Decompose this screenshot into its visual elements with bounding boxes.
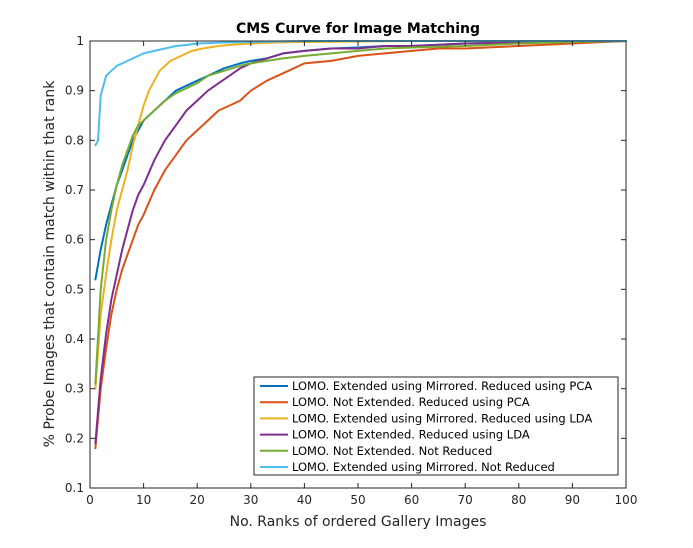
x-tick-label: 100 bbox=[615, 493, 638, 507]
x-tick-label: 60 bbox=[404, 493, 419, 507]
series-line-2 bbox=[94, 40, 627, 450]
legend-label-5: LOMO. Not Extended. Not Reduced bbox=[292, 444, 492, 458]
legend-label-6: LOMO. Extended using Mirrored. Not Reduc… bbox=[292, 460, 555, 474]
y-tick-label: 0.4 bbox=[65, 332, 84, 346]
chart-title: CMS Curve for Image Matching bbox=[236, 21, 480, 37]
x-axis: 0 10 20 30 40 50 60 70 80 90 100 bbox=[86, 41, 637, 507]
x-tick-label: 40 bbox=[297, 493, 312, 507]
y-tick-label: 0.2 bbox=[65, 431, 84, 445]
y-tick-label: 0.3 bbox=[65, 382, 84, 396]
y-tick-label: 1 bbox=[76, 34, 84, 48]
y-tick-label: 0.5 bbox=[65, 282, 84, 296]
legend-box bbox=[253, 376, 619, 476]
legend-label-2: LOMO. Not Extended. Reduced using PCA bbox=[292, 395, 530, 409]
x-tick-label: 80 bbox=[511, 493, 526, 507]
y-axis-label: % Probe Images that contain match within… bbox=[42, 80, 58, 448]
y-tick-label: 0.6 bbox=[65, 233, 84, 247]
series-line-5 bbox=[94, 40, 627, 385]
y-tick-label: 0.1 bbox=[65, 481, 84, 495]
x-tick-label: 30 bbox=[243, 493, 258, 507]
series-line-4 bbox=[94, 40, 627, 445]
y-axis: 0.1 0.2 0.3 0.4 0.5 0.6 0.7 0.8 0.9 1 bbox=[65, 34, 626, 495]
y-tick-label: 0.9 bbox=[65, 84, 84, 98]
x-tick-label: 50 bbox=[350, 493, 365, 507]
x-tick-label: 10 bbox=[136, 493, 151, 507]
x-tick-label: 90 bbox=[565, 493, 580, 507]
x-tick-label: 20 bbox=[190, 493, 205, 507]
legend-label-4: LOMO. Not Extended. Reduced using LDA bbox=[292, 428, 530, 442]
legend: LOMO. Extended using Mirrored. Reduced u… bbox=[253, 376, 619, 476]
y-tick-label: 0.8 bbox=[65, 133, 84, 147]
y-tick-label: 0.7 bbox=[65, 183, 84, 197]
legend-label-1: LOMO. Extended using Mirrored. Reduced u… bbox=[292, 379, 592, 393]
x-tick-label: 0 bbox=[86, 493, 94, 507]
x-axis-label: No. Ranks of ordered Gallery Images bbox=[230, 514, 487, 530]
legend-label-3: LOMO. Extended using Mirrored. Reduced u… bbox=[292, 411, 592, 425]
x-tick-label: 70 bbox=[458, 493, 473, 507]
